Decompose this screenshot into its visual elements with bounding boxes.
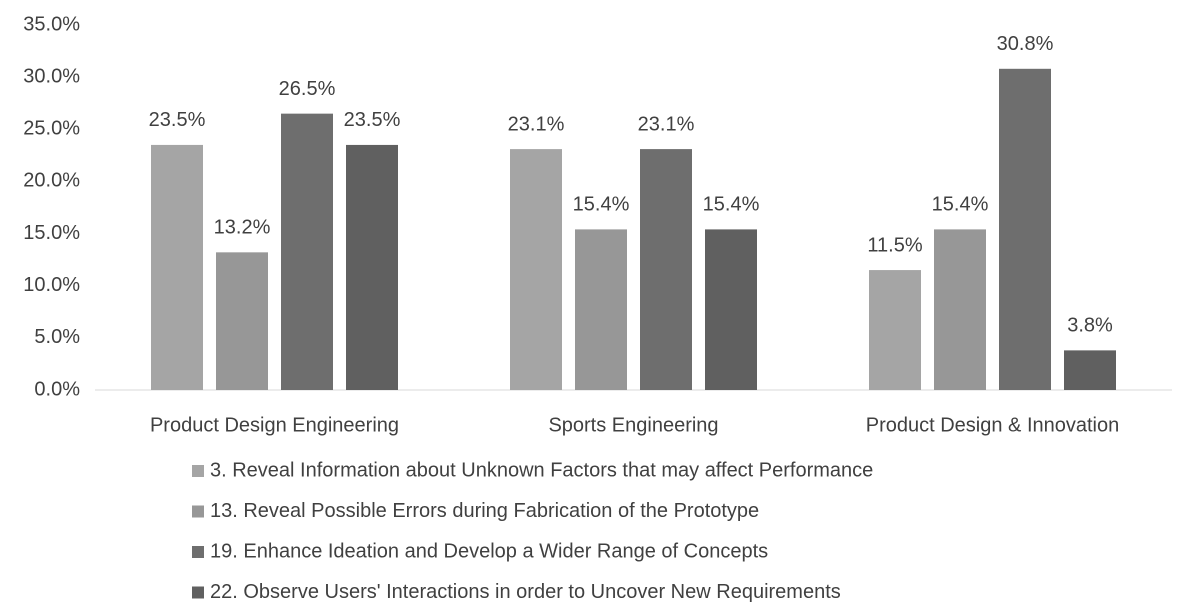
y-tick-label: 25.0% xyxy=(23,118,80,140)
bar xyxy=(510,149,562,390)
y-tick-label: 30.0% xyxy=(23,65,80,87)
bar xyxy=(1064,350,1116,390)
bar xyxy=(999,68,1051,391)
bar xyxy=(281,113,333,391)
value-label: 23.1% xyxy=(508,113,565,135)
value-label: 15.4% xyxy=(932,194,989,216)
value-label: 13.2% xyxy=(214,217,271,239)
value-label: 30.8% xyxy=(997,33,1054,55)
legend-swatch xyxy=(192,465,204,477)
y-tick-label: 15.0% xyxy=(23,222,80,244)
bar xyxy=(869,270,921,390)
bar xyxy=(346,144,398,390)
value-label: 23.5% xyxy=(149,109,206,131)
legend-swatch xyxy=(192,505,204,518)
value-label: 15.4% xyxy=(703,194,760,216)
bar xyxy=(934,229,986,390)
x-tick-label: Product Design & Innovation xyxy=(866,414,1120,436)
y-tick-label: 35.0% xyxy=(23,13,80,35)
y-tick-label: 20.0% xyxy=(23,170,80,192)
x-tick-label: Sports Engineering xyxy=(548,414,718,436)
bar xyxy=(216,252,268,390)
value-label: 26.5% xyxy=(279,78,336,100)
bar xyxy=(705,229,757,390)
legend-label: 3. Reveal Information about Unknown Fact… xyxy=(210,459,873,481)
value-label: 15.4% xyxy=(573,194,630,216)
legend-label: 13. Reveal Possible Errors during Fabric… xyxy=(210,500,759,522)
value-label: 23.5% xyxy=(344,109,401,131)
legend-swatch xyxy=(192,546,204,558)
bar xyxy=(575,229,627,390)
value-label: 3.8% xyxy=(1067,315,1113,337)
legend-label: 22. Observe Users' Interactions in order… xyxy=(210,581,841,603)
bar xyxy=(640,149,692,390)
y-tick-label: 5.0% xyxy=(34,326,80,348)
y-tick-label: 0.0% xyxy=(34,378,80,400)
y-tick-label: 10.0% xyxy=(23,274,80,296)
legend-label: 19. Enhance Ideation and Develop a Wider… xyxy=(210,540,768,562)
value-label: 23.1% xyxy=(638,113,695,135)
value-label: 11.5% xyxy=(867,234,922,256)
legend-swatch xyxy=(192,586,204,599)
x-tick-label: Product Design Engineering xyxy=(150,414,399,436)
bar xyxy=(151,144,203,390)
